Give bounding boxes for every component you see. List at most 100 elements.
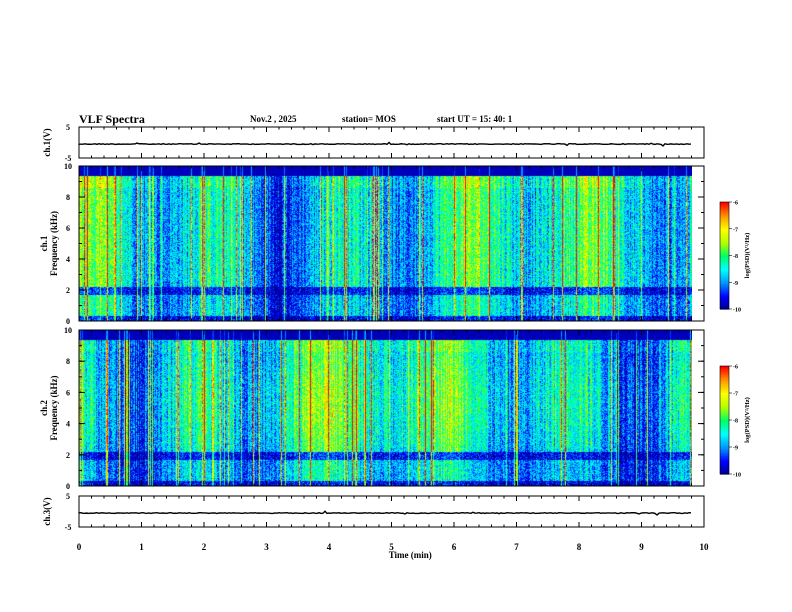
ch2-spectrogram-ytick-label: 2 (66, 451, 70, 460)
ch1-spectrogram-colorbar-label: -8 (733, 254, 738, 260)
ch1-waveform-ytick-label: 5 (66, 123, 70, 132)
ch2-spectrogram-colorbar-cell (720, 443, 729, 446)
station-label: station= MOS (342, 114, 396, 124)
ch2-spectrogram-colorbar-cell (720, 398, 729, 401)
ch2-spectrogram-colorbar-cell (720, 438, 729, 441)
ch1-spectrogram-colorbar-cell (720, 273, 729, 276)
ch2-spectrogram-colorbar-cell (720, 425, 729, 428)
ch1-spectrogram-colorbar-cell (720, 266, 729, 269)
ch1-spectrogram-colorbar-cell (720, 294, 729, 298)
ch1-spectrogram-colorbar-cell (720, 282, 729, 285)
ch2-spectrogram-colorbar-cell (720, 373, 729, 376)
ch1-spectrogram-colorbar-label: -7 (733, 227, 738, 233)
ch1-spectrogram-colorbar-cell (720, 298, 729, 301)
ch1-spectrogram-ytick-label: 4 (66, 255, 70, 264)
x-tick-label: 3 (264, 542, 269, 552)
ch1-spectrogram-colorbar-cell (720, 225, 729, 228)
ch2-spectrogram-colorbar-cell (720, 450, 729, 453)
ch1-spectrogram-colorbar-cell (720, 202, 729, 205)
ch1-spectrogram-colorbar-cell (720, 301, 729, 305)
ch1-spectrogram-ylabel: Frequency (kHz) (49, 211, 59, 276)
ch2-spectrogram-colorbar-label: -9 (733, 446, 738, 452)
ch2-spectrogram-colorbar-cell (720, 457, 729, 461)
ch1-spectrogram-colorbar-cell (720, 260, 729, 264)
ch1-spectrogram-colorbar-cell (720, 223, 729, 226)
ch2-spectrogram-canvas (79, 330, 692, 486)
ch1-spectrogram-colorbar-cell (720, 221, 729, 224)
ch2-spectrogram-colorbar-cell (720, 387, 729, 390)
ch1-spectrogram-colorbar-cell (720, 207, 729, 210)
ch2-spectrogram-colorbar-cell (720, 396, 729, 399)
ch2-spectrogram-colorbar-cell (720, 461, 729, 464)
x-tick-label: 4 (327, 542, 332, 552)
ch1-spectrogram-colorbar-cell (720, 232, 729, 235)
ch2-spectrogram-colorbar-title: log(PSD)(V²/Hz) (744, 397, 751, 443)
ch1-spectrogram-colorbar-cell (720, 243, 729, 246)
ch2-spectrogram-colorbar-cell (720, 452, 729, 455)
date-label: Nov.2 , 2025 (250, 114, 297, 124)
ch1-spectrogram-colorbar-label: -6 (733, 201, 738, 207)
ch2-spectrogram-colorbar-cell (720, 456, 729, 459)
ch1-spectrogram-frame (78, 165, 705, 322)
ch1-spectrogram-colorbar-label: -10 (733, 308, 741, 314)
ch1-spectrogram-ylabel: ch.1 (39, 235, 49, 251)
ch3-waveform-trace (78, 510, 692, 516)
ch2-spectrogram-colorbar-cell (720, 376, 729, 380)
ch2-spectrogram-colorbar-label: -10 (733, 473, 741, 479)
ch2-spectrogram-ytick-label: 10 (64, 326, 72, 335)
ch1-spectrogram-colorbar-cell (720, 303, 729, 307)
ch2-spectrogram-colorbar-cell (720, 470, 729, 473)
ch2-spectrogram-colorbar-cell (720, 367, 729, 371)
ch2-spectrogram-colorbar-cell (720, 421, 729, 425)
x-tick-label: 8 (577, 542, 582, 552)
ch2-spectrogram-colorbar-cell (720, 418, 729, 421)
ch2-spectrogram-ytick-label: 6 (66, 388, 70, 397)
ch1-spectrogram-colorbar-cell (720, 292, 729, 296)
x-tick-label: 7 (514, 542, 519, 552)
ch2-spectrogram-colorbar-cell (720, 434, 729, 437)
ch1-spectrogram-colorbar-cell (720, 209, 729, 212)
ch2-spectrogram-colorbar-cell (720, 466, 729, 470)
ch2-spectrogram-colorbar-cell (720, 414, 729, 417)
ch2-spectrogram-colorbar-cell (720, 429, 729, 432)
x-tick-label: 5 (389, 542, 394, 552)
ch1-spectrogram-colorbar-cell (720, 250, 729, 253)
ch1-waveform-frame (78, 126, 705, 159)
ch1-spectrogram-colorbar-cell (720, 248, 729, 251)
ch2-spectrogram-colorbar-cell (720, 385, 729, 389)
ch1-spectrogram-colorbar-cell (720, 241, 729, 244)
x-tick-label: 1 (139, 542, 144, 552)
ch2-spectrogram-colorbar-cell (720, 405, 729, 408)
x-tick-label: 9 (639, 542, 644, 552)
ch1-spectrogram-colorbar-cell (720, 275, 729, 278)
ch2-spectrogram-colorbar-cell (720, 400, 729, 403)
ch2-spectrogram-colorbar-cell (720, 403, 729, 407)
ch2-spectrogram-colorbar-cell (720, 369, 729, 372)
ch2-spectrogram-ytick-label: 8 (66, 357, 70, 366)
ch1-spectrogram-colorbar-cell (720, 239, 729, 242)
ch1-spectrogram-colorbar-cell (720, 291, 729, 294)
ch1-spectrogram-colorbar-cell (720, 210, 729, 214)
ch2-spectrogram-colorbar-cell (720, 409, 729, 412)
ch2-spectrogram-colorbar-cell (720, 448, 729, 452)
ch1-spectrogram-colorbar-cell (720, 235, 729, 239)
x-tick-label: 6 (452, 542, 457, 552)
ch1-waveform-trace (78, 141, 692, 147)
ch2-spectrogram-colorbar-cell (720, 393, 729, 396)
ch1-spectrogram-colorbar-cell (720, 212, 729, 216)
ch2-spectrogram-colorbar-cell (720, 380, 729, 383)
ch2-spectrogram-colorbar-cell (720, 375, 729, 378)
x-tick-label: 10 (700, 542, 710, 552)
ch2-spectrogram-colorbar-cell (720, 439, 729, 443)
ch2-spectrogram-colorbar-label: -7 (733, 392, 738, 398)
ch2-spectrogram-colorbar-cell (720, 416, 729, 419)
ch2-spectrogram-colorbar-cell (720, 465, 729, 468)
ch1-spectrogram-colorbar-cell (720, 289, 729, 292)
ch2-spectrogram-colorbar-cell (720, 423, 729, 426)
ch1-spectrogram-colorbar-cell (720, 259, 729, 262)
ch1-spectrogram-colorbar-cell (720, 285, 729, 289)
ch1-spectrogram-ytick-label: 2 (66, 286, 70, 295)
ch2-spectrogram-colorbar-cell (720, 472, 729, 475)
ch2-spectrogram-colorbar-cell (720, 420, 729, 423)
